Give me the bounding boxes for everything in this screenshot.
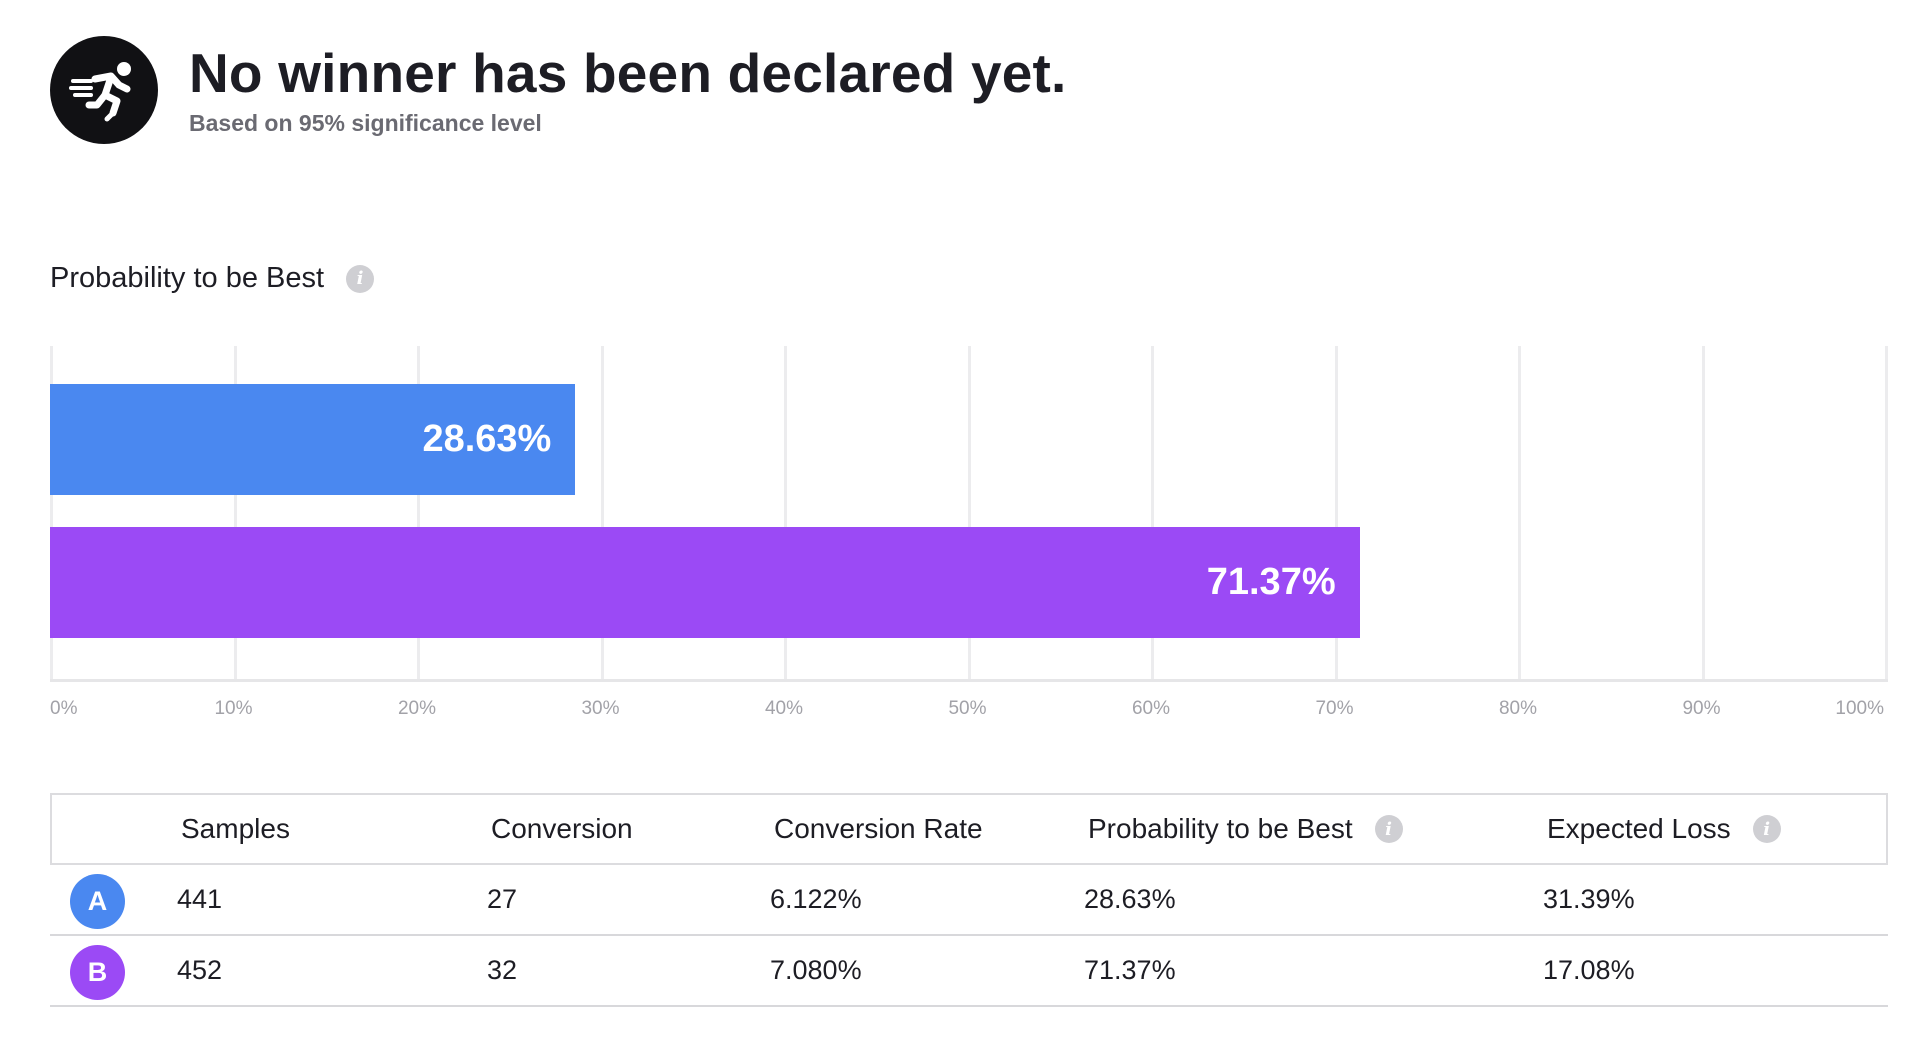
column-header-label: Conversion <box>491 813 633 844</box>
info-icon[interactable]: i <box>1374 815 1403 843</box>
x-tick-label: 80% <box>1498 698 1538 719</box>
gridline <box>233 346 237 681</box>
x-tick-label: 50% <box>948 698 987 719</box>
x-tick-label: 60% <box>1131 698 1171 719</box>
bar-variant-a: 28.63% <box>50 384 576 495</box>
variant-badge-a: A <box>70 874 125 929</box>
chart-title: Probability to be Best <box>50 262 325 294</box>
x-tick-label: 70% <box>1315 698 1354 719</box>
x-tick-label: 10% <box>214 698 253 719</box>
table-row: A 441 27 6.122% 28.63% 31.39% <box>50 865 1888 936</box>
x-axis-ticks: 0% 10% 20% 30% 40% 50% 60% 70% 80% 90% 100% <box>50 698 1888 722</box>
chart-baseline <box>50 679 1888 682</box>
gridline <box>967 346 971 681</box>
significance-subline: Based on 95% significance level <box>189 110 542 136</box>
table-cell: 17.08% <box>1543 955 1635 985</box>
gridline <box>1151 346 1154 681</box>
chart-section-title: Probability to be Best i <box>50 262 375 295</box>
column-header-label: Expected Loss <box>1547 813 1731 844</box>
x-tick-label: 20% <box>397 698 437 719</box>
gridline <box>784 346 787 681</box>
table-header: Samples Conversion Conversion Rate Probabil… <box>50 793 1888 865</box>
column-header-samples: Samples <box>181 813 290 845</box>
table-cell: 6.122% <box>770 884 862 914</box>
gridline <box>1334 346 1338 681</box>
info-icon[interactable]: i <box>1752 815 1781 843</box>
gridline <box>600 346 604 681</box>
results-table: Samples Conversion Conversion Rate Probabil… <box>50 793 1888 1007</box>
results-header: No winner has been declared yet. Based o… <box>50 36 1067 144</box>
gridline <box>1885 346 1888 681</box>
gridline <box>1701 346 1705 681</box>
running-person-icon <box>50 36 158 144</box>
info-icon[interactable]: i <box>346 264 375 293</box>
probability-bar-chart: 28.63% 71.37% <box>50 346 1888 682</box>
bar-data-label: 28.63% <box>422 418 552 460</box>
column-header-label: Probability to be Best <box>1088 813 1353 844</box>
table-cell: 7.080% <box>770 955 862 985</box>
table-row: B 452 32 7.080% 71.37% 17.08% <box>50 936 1888 1007</box>
column-header-conversion: Conversion <box>491 813 633 845</box>
table-cell: 71.37% <box>1084 955 1176 985</box>
variant-badge-b: B <box>70 945 125 1000</box>
gridline <box>1518 346 1521 681</box>
x-tick-label: 0% <box>50 698 78 719</box>
gridline <box>417 346 420 681</box>
x-tick-label: 30% <box>581 698 620 719</box>
column-header-label: Samples <box>181 813 290 844</box>
column-header-probability-to-be-best: Probability to be Best i <box>1088 813 1403 845</box>
column-header-label: Conversion Rate <box>774 813 983 844</box>
x-tick-label: 100% <box>1835 698 1884 719</box>
column-header-conversion-rate: Conversion Rate <box>774 813 983 845</box>
table-cell: 31.39% <box>1543 884 1635 914</box>
bar-variant-b: 71.37% <box>50 527 1360 638</box>
table-cell: 452 <box>177 955 223 985</box>
table-cell: 27 <box>487 884 518 914</box>
headline: No winner has been declared yet. <box>189 42 1067 104</box>
table-cell: 32 <box>487 955 518 985</box>
gridline <box>50 346 53 681</box>
table-cell: 441 <box>177 884 223 914</box>
x-tick-label: 90% <box>1682 698 1721 719</box>
bar-data-label: 71.37% <box>1206 561 1336 603</box>
table-cell: 28.63% <box>1084 884 1176 914</box>
x-tick-label: 40% <box>764 698 804 719</box>
column-header-expected-loss: Expected Loss i <box>1547 813 1781 845</box>
